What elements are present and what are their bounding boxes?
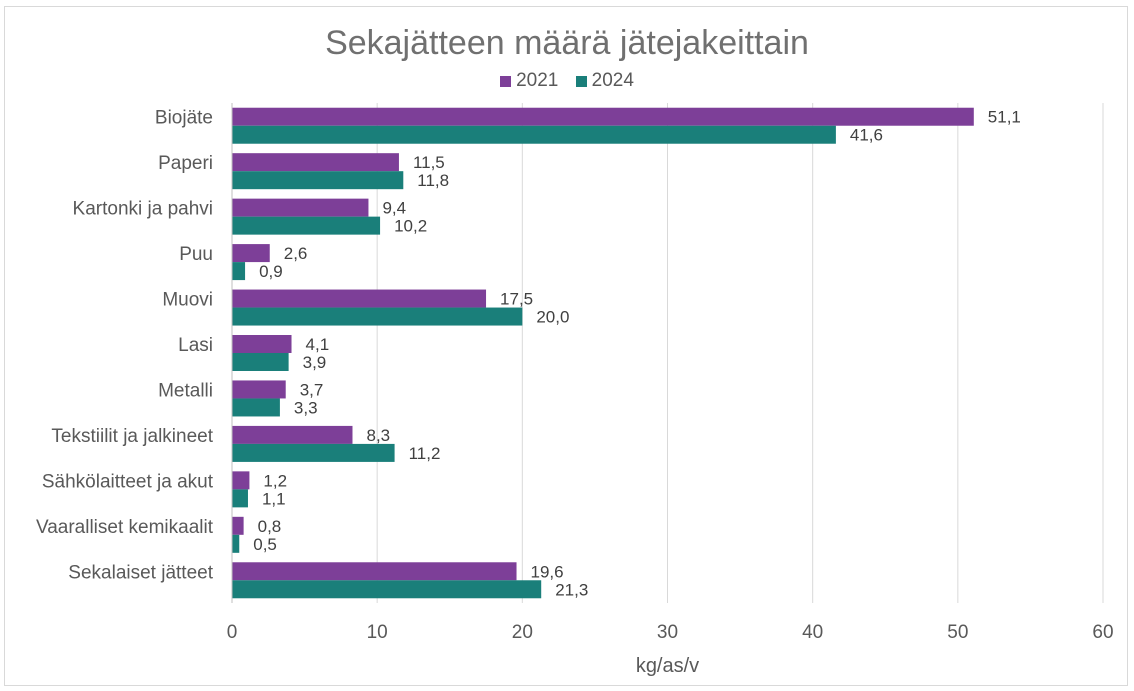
bar-2021 (232, 289, 487, 308)
bar-2024 (232, 216, 381, 235)
bar-2021 (232, 244, 270, 263)
category-label: Puu (179, 244, 213, 265)
x-axis-title: kg/as/v (636, 655, 699, 677)
category-label: Paperi (158, 153, 213, 174)
chart-title: Sekajätteen määrä jätejakeittain (325, 24, 809, 62)
data-label-2021: 11,5 (413, 153, 445, 172)
x-tick-label: 10 (367, 622, 388, 643)
legend-swatch-2024 (575, 75, 587, 87)
data-label-2024: 3,3 (294, 398, 318, 417)
category-label: Sähkölaitteet ja akut (42, 471, 214, 492)
data-label-2021: 17,5 (500, 290, 533, 309)
data-label-2024: 10,2 (394, 217, 427, 236)
data-label-2024: 11,2 (409, 444, 441, 463)
x-tick-label: 20 (512, 622, 533, 643)
data-label-2021: 2,6 (284, 244, 308, 263)
data-label-2021: 1,2 (263, 471, 287, 490)
category-label: Sekalaiset jätteet (68, 562, 213, 583)
bar-2024 (232, 489, 248, 508)
bar-2021 (232, 107, 974, 126)
data-label-2024: 41,6 (850, 126, 883, 145)
bar-2024 (232, 307, 523, 326)
x-tick-label: 0 (227, 622, 238, 643)
legend: 2021 2024 (0, 70, 1134, 93)
bar-2021 (232, 153, 399, 172)
bar-2021 (232, 425, 353, 444)
legend-swatch-2021 (500, 75, 512, 87)
bar-2024 (232, 534, 240, 553)
legend-label-2021: 2021 (516, 70, 559, 91)
data-label-2021: 3,7 (300, 380, 324, 399)
data-label-2024: 20,0 (536, 308, 569, 327)
bar-2021 (232, 516, 244, 535)
bar-2021 (232, 198, 369, 217)
category-label: Vaaralliset kemikaalit (36, 517, 214, 538)
data-label-2024: 3,9 (303, 353, 327, 372)
x-tick-label: 30 (657, 622, 678, 643)
bar-2021 (232, 562, 517, 581)
bar-2024 (232, 262, 246, 281)
data-label-2024: 21,3 (555, 580, 588, 599)
data-label-2021: 19,6 (531, 562, 564, 581)
category-label: Metalli (158, 380, 213, 401)
bar-2021 (232, 471, 250, 490)
data-label-2021: 4,1 (306, 335, 330, 354)
data-label-2024: 0,9 (259, 262, 283, 281)
category-label: Muovi (162, 290, 213, 311)
bar-2024 (232, 353, 289, 371)
bar-2024 (232, 171, 404, 190)
data-label-2024: 1,1 (262, 489, 286, 508)
legend-item-2021: 2021 (500, 70, 558, 92)
bar-2024 (232, 580, 542, 599)
bar-2024 (232, 443, 395, 462)
x-tick-label: 50 (947, 622, 968, 643)
category-label: Kartonki ja pahvi (73, 199, 213, 220)
category-label: Biojäte (155, 108, 213, 129)
bar-2021 (232, 335, 292, 353)
data-label-2021: 9,4 (382, 199, 406, 218)
data-label-2021: 0,8 (258, 517, 282, 536)
bar-2021 (232, 380, 286, 399)
x-tick-label: 60 (1092, 622, 1113, 643)
data-label-2024: 11,8 (417, 171, 449, 190)
bar-2024 (232, 398, 280, 417)
category-label: Lasi (178, 335, 213, 356)
data-label-2021: 51,1 (988, 108, 1021, 127)
bar-2024 (232, 125, 836, 144)
x-tick-label: 40 (802, 622, 823, 643)
data-label-2024: 0,5 (253, 535, 277, 554)
legend-label-2024: 2024 (591, 70, 634, 91)
data-label-2021: 8,3 (366, 426, 390, 445)
legend-item-2024: 2024 (575, 70, 634, 92)
category-label: Tekstiilit ja jalkineet (51, 426, 213, 447)
